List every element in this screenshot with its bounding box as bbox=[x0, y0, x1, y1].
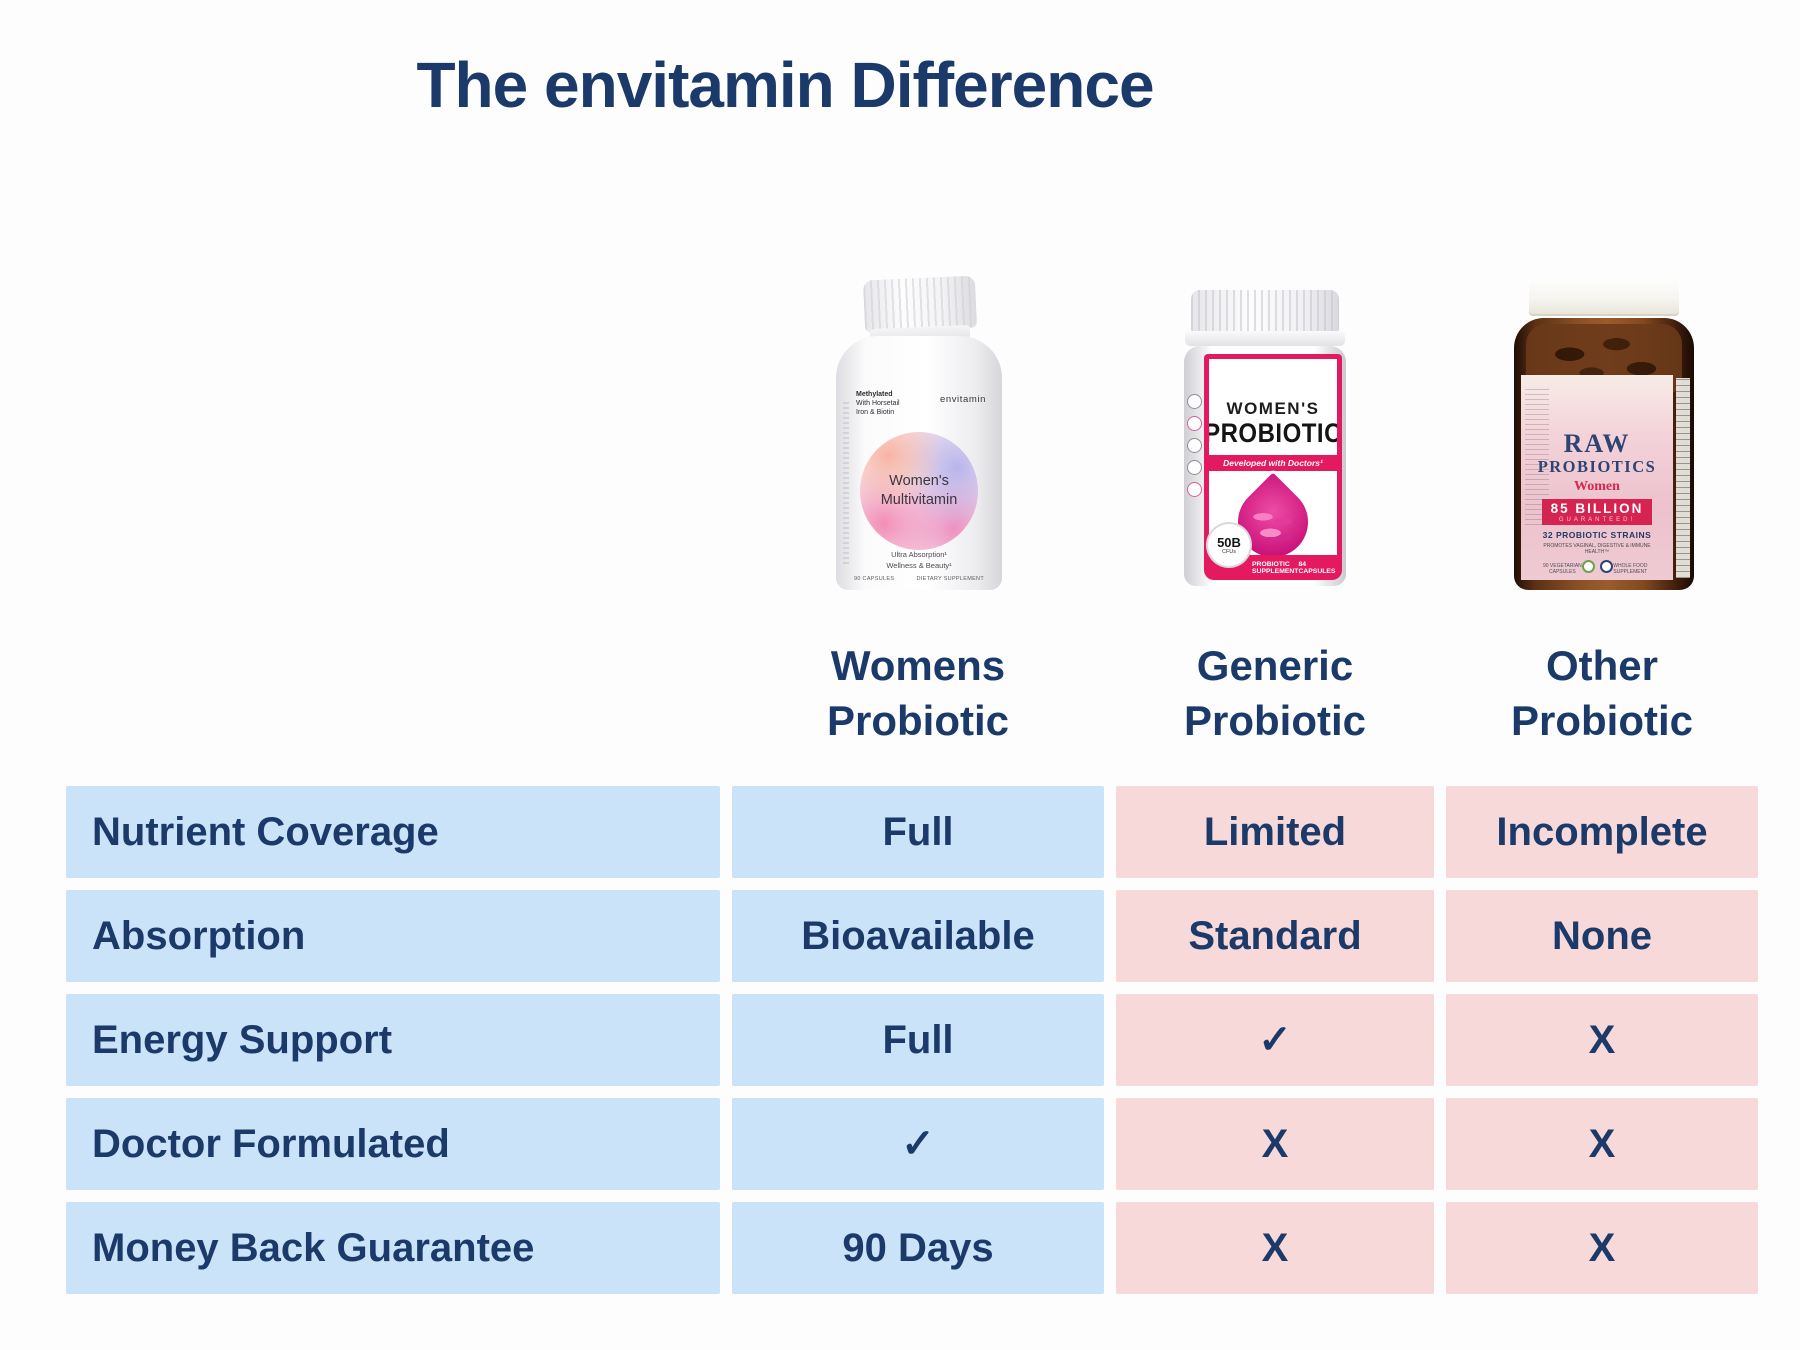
cell-money-back-generic: X bbox=[1116, 1202, 1434, 1294]
supplement-type-text: WHOLE FOOD SUPPLEMENT bbox=[1613, 563, 1648, 575]
bottle-cap-lip bbox=[1185, 331, 1345, 346]
cell-energy-support-generic: ✓ bbox=[1116, 994, 1434, 1086]
supplement-type-text: PROBIOTIC SUPPLEMENT bbox=[1252, 560, 1299, 575]
certification-badge-icon bbox=[1187, 438, 1202, 453]
strains-text: 32 PROBIOTIC STRAINS bbox=[1542, 529, 1652, 540]
column-header-line: Probiotic bbox=[826, 697, 1009, 744]
cell-doctor-formulated-other: X bbox=[1446, 1098, 1758, 1190]
certification-badge-icon bbox=[1187, 416, 1202, 431]
feature-text: Methylated bbox=[856, 391, 893, 398]
cell-nutrient-coverage-generic: Limited bbox=[1116, 786, 1434, 878]
comparison-table: Nutrient Coverage Full Limited Incomplet… bbox=[66, 786, 1758, 1294]
cell-money-back-other: X bbox=[1446, 1202, 1758, 1294]
bottle-body: Methylated With Horsetail Iron & Biotin … bbox=[836, 336, 1002, 590]
certification-badge-icon bbox=[1187, 482, 1202, 497]
certification-badge-icon bbox=[1187, 460, 1202, 475]
cfu-value: 50B bbox=[1217, 534, 1241, 550]
amber-glass-bottle-body: RAW PROBIOTICS Women 85 BILLION GUARANTE… bbox=[1514, 318, 1694, 590]
row-label-money-back-guarantee: Money Back Guarantee bbox=[66, 1202, 720, 1294]
cell-energy-support-womens: Full bbox=[732, 994, 1104, 1086]
benefit-text: Ultra Absorption¹ bbox=[891, 550, 947, 559]
page-title: The envitamin Difference bbox=[416, 49, 1154, 121]
column-header-line: Probiotic bbox=[1510, 697, 1693, 744]
label-benefits: Ultra Absorption¹ Wellness & Beauty¹ bbox=[836, 550, 1002, 572]
gradient-circle: Women's Multivitamin bbox=[860, 432, 978, 550]
tagline-strip: Developed with Doctors¹ bbox=[1209, 455, 1337, 471]
row-label-doctor-formulated: Doctor Formulated bbox=[66, 1098, 720, 1190]
cell-doctor-formulated-womens: ✓ bbox=[732, 1098, 1104, 1190]
left-certification-badges bbox=[1187, 394, 1202, 497]
brand-text: PROBIOTICS bbox=[1537, 457, 1657, 476]
row-label-absorption: Absorption bbox=[66, 890, 720, 982]
bottle-cap bbox=[1529, 276, 1679, 316]
cell-absorption-other: None bbox=[1446, 890, 1758, 982]
column-header-line: Other bbox=[1545, 642, 1658, 689]
cell-nutrient-coverage-womens: Full bbox=[732, 786, 1104, 878]
cell-money-back-womens: 90 Days bbox=[732, 1202, 1104, 1294]
column-header-line: Womens bbox=[830, 642, 1006, 689]
column-header-other-probiotic: Other Probiotic bbox=[1446, 638, 1758, 748]
label-bottom-row: 90 CAPSULES DIETARY SUPPLEMENT bbox=[854, 576, 984, 582]
label-bottom-row: 90 VEGETARIAN CAPSULES WHOLE FOOD SUPPLE… bbox=[1529, 563, 1665, 575]
non-gmo-badge-icon bbox=[1581, 559, 1595, 573]
product-image-generic-probiotic: WOMEN'S PROBIOTIC Developed with Doctors… bbox=[1184, 290, 1346, 586]
bacteria-texture bbox=[1248, 503, 1298, 549]
brand-text: RAW bbox=[1563, 429, 1631, 458]
capsule-count-text: 90 CAPSULES bbox=[854, 576, 895, 582]
cell-absorption-womens: Bioavailable bbox=[732, 890, 1104, 982]
capsule-count-text: 90 VEGETARIAN CAPSULES bbox=[1542, 563, 1582, 575]
column-header-generic-probiotic: Generic Probiotic bbox=[1116, 638, 1434, 748]
claim-value: 85 BILLION bbox=[1550, 500, 1644, 516]
bottle-cap bbox=[1191, 290, 1339, 332]
billion-claim-box: 85 BILLION GUARANTEED! bbox=[1541, 498, 1653, 525]
row-label-energy-support: Energy Support bbox=[66, 994, 720, 1086]
capsule-count-text: 84 CAPSULES bbox=[1298, 560, 1336, 575]
column-header-line: Generic bbox=[1196, 642, 1354, 689]
benefit-text: Wellness & Beauty¹ bbox=[886, 560, 952, 570]
probiotic-droplet-graphic bbox=[1223, 472, 1323, 555]
cell-energy-support-other: X bbox=[1446, 994, 1758, 1086]
column-header-womens-probiotic: Womens Probiotic bbox=[732, 638, 1104, 748]
variant-text: Women bbox=[1574, 478, 1620, 494]
bottle-body: WOMEN'S PROBIOTIC Developed with Doctors… bbox=[1184, 346, 1346, 586]
bottle-cap bbox=[862, 275, 978, 333]
label-side-fineprint bbox=[1525, 385, 1549, 525]
front-label: RAW PROBIOTICS Women 85 BILLION GUARANTE… bbox=[1521, 375, 1673, 580]
product-image-envitamin-multivitamin: Methylated With Horsetail Iron & Biotin … bbox=[836, 275, 1002, 590]
cell-absorption-generic: Standard bbox=[1116, 890, 1434, 982]
label-bottom-band: PROBIOTIC SUPPLEMENT 84 CAPSULES bbox=[1204, 555, 1342, 580]
column-header-line: Probiotic bbox=[1183, 697, 1366, 744]
label-feature-list: Methylated With Horsetail Iron & Biotin bbox=[856, 390, 900, 417]
cell-doctor-formulated-generic: X bbox=[1116, 1098, 1434, 1190]
certification-badges-row bbox=[1581, 559, 1613, 573]
cfu-badge: 50B CFUs bbox=[1208, 524, 1250, 566]
product-name-line: Multivitamin bbox=[880, 492, 958, 508]
row-label-nutrient-coverage: Nutrient Coverage bbox=[66, 786, 720, 878]
cfu-unit: CFUs bbox=[1221, 548, 1237, 555]
cell-nutrient-coverage-other: Incomplete bbox=[1446, 786, 1758, 878]
brand-text: envitamin bbox=[939, 394, 986, 405]
product-name-line: WOMEN'S bbox=[1226, 399, 1320, 418]
claim-subtext: GUARANTEED! bbox=[1558, 516, 1636, 523]
product-name-line: Women's bbox=[889, 473, 949, 490]
label-panel: WOMEN'S PROBIOTIC Developed with Doctors… bbox=[1209, 359, 1337, 555]
promise-text: PROMOTES VAGINAL, DIGESTIVE & IMMUNE HEA… bbox=[1543, 542, 1651, 555]
feature-text: Iron & Biotin bbox=[856, 409, 895, 417]
front-label: WOMEN'S PROBIOTIC Developed with Doctors… bbox=[1204, 354, 1342, 580]
certification-badge-icon bbox=[1187, 394, 1202, 409]
feature-text: With Horsetail bbox=[856, 400, 900, 408]
product-image-other-probiotic: RAW PROBIOTICS Women 85 BILLION GUARANTE… bbox=[1514, 276, 1694, 590]
supplement-facts-edge bbox=[1676, 378, 1690, 578]
label-side-fineprint bbox=[843, 402, 849, 564]
product-name-line: PROBIOTIC bbox=[1209, 418, 1337, 449]
supplement-type-text: DIETARY SUPPLEMENT bbox=[916, 576, 984, 582]
certification-badge-icon bbox=[1599, 559, 1613, 573]
